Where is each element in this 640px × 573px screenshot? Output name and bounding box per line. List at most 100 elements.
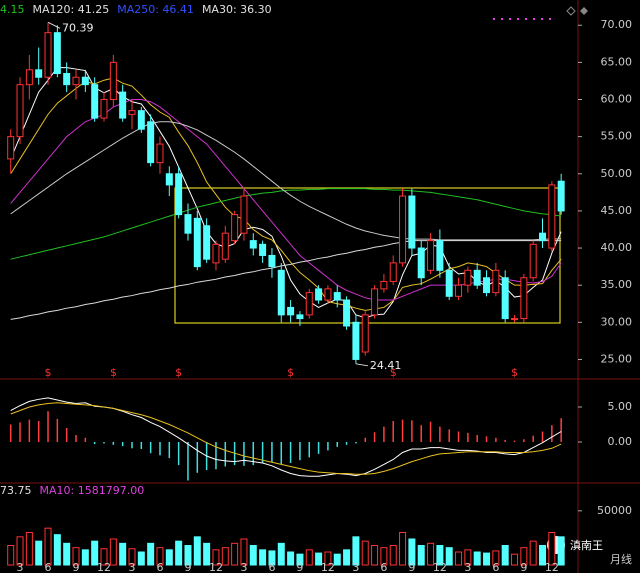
candle-body bbox=[16, 84, 24, 138]
y-tick-label: 50.00 bbox=[601, 167, 633, 180]
candle-body bbox=[249, 240, 257, 249]
candle-body bbox=[296, 314, 304, 320]
volume-bar bbox=[408, 538, 416, 566]
candle-body bbox=[221, 232, 229, 260]
y-tick-label: 50000 bbox=[597, 504, 632, 517]
legend-entry: MA120: 41.25 bbox=[33, 3, 110, 16]
volume-bar bbox=[100, 548, 108, 566]
candle-body bbox=[464, 269, 472, 286]
candle-body bbox=[231, 214, 239, 242]
candle-body bbox=[511, 318, 519, 321]
volume-bar bbox=[492, 550, 500, 566]
x-tick-label: 12 bbox=[209, 561, 223, 573]
candle-body bbox=[7, 136, 15, 160]
volume-bar bbox=[184, 545, 192, 566]
volume-bar bbox=[324, 551, 332, 566]
candle-body bbox=[315, 288, 323, 301]
x-tick-label: 6 bbox=[380, 561, 387, 573]
volume-bar bbox=[137, 551, 145, 566]
candle-body bbox=[193, 217, 201, 268]
x-tick-label: 9 bbox=[296, 561, 303, 573]
volume-bar bbox=[175, 540, 183, 566]
volume-bar bbox=[417, 545, 425, 566]
volume-bar bbox=[427, 542, 435, 566]
volume-bar bbox=[455, 551, 463, 566]
candle-body bbox=[72, 76, 80, 86]
ma-line bbox=[10, 121, 562, 241]
volume-bar bbox=[548, 532, 556, 566]
candle-body bbox=[35, 69, 43, 78]
x-tick-label: 3 bbox=[17, 561, 24, 573]
candle-body bbox=[380, 280, 388, 290]
candle-body bbox=[529, 243, 537, 279]
candle-body bbox=[259, 243, 267, 256]
candle-body bbox=[128, 110, 136, 115]
legend-entry: MA10: 1581797.00 bbox=[40, 484, 145, 497]
volume-bar bbox=[193, 536, 201, 566]
candle-body bbox=[473, 269, 481, 286]
candle-body bbox=[408, 195, 416, 249]
x-tick-label: 6 bbox=[492, 561, 499, 573]
volume-bar bbox=[44, 527, 52, 566]
volume-bar bbox=[352, 536, 360, 566]
candle-body bbox=[212, 243, 220, 264]
x-tick-label: 3 bbox=[240, 561, 247, 573]
volume-bar bbox=[483, 552, 491, 566]
volume-bar bbox=[25, 532, 33, 566]
candle-body bbox=[156, 143, 164, 164]
volume-bar bbox=[436, 545, 444, 566]
candle-body bbox=[548, 184, 556, 249]
x-tick-label: 12 bbox=[321, 561, 335, 573]
y-tick-label: 65.00 bbox=[601, 55, 633, 68]
candle-body bbox=[81, 76, 89, 86]
dividend-marker: $ bbox=[175, 366, 182, 379]
annotation: 70.39 bbox=[62, 21, 94, 34]
y-tick-label: 55.00 bbox=[601, 130, 633, 143]
watermark: 滇南王 bbox=[570, 538, 603, 552]
volume-bar bbox=[277, 542, 285, 566]
candle-body bbox=[240, 195, 248, 234]
volume-bar bbox=[333, 553, 341, 566]
y-tick-label: 45.00 bbox=[601, 204, 633, 217]
ma-line bbox=[10, 188, 562, 260]
volume-bar bbox=[511, 553, 519, 566]
toolbar-icon[interactable] bbox=[580, 7, 588, 15]
dividend-marker: $ bbox=[511, 366, 518, 379]
x-tick-label: 9 bbox=[408, 561, 415, 573]
candle-body bbox=[389, 262, 397, 282]
volume-bar bbox=[445, 547, 453, 566]
x-tick-label: 9 bbox=[73, 561, 80, 573]
candle-body bbox=[119, 91, 127, 119]
annotation-pointer bbox=[47, 21, 61, 29]
candle-body bbox=[371, 288, 379, 316]
candle-body bbox=[343, 299, 351, 327]
dividend-marker: $ bbox=[45, 366, 52, 379]
volume-bar bbox=[231, 542, 239, 566]
candle-body bbox=[165, 173, 173, 186]
candle-body bbox=[53, 32, 61, 75]
ma-line bbox=[10, 240, 562, 320]
x-tick-label: 9 bbox=[520, 561, 527, 573]
dividend-marker: $ bbox=[390, 366, 397, 379]
volume-bar bbox=[7, 545, 15, 566]
volume-bar bbox=[305, 549, 313, 566]
x-tick-label: 12 bbox=[433, 561, 447, 573]
toolbar-icon[interactable] bbox=[566, 6, 576, 16]
volume-bar bbox=[380, 547, 388, 566]
volume-bar bbox=[35, 540, 43, 566]
dividend-marker: $ bbox=[287, 366, 294, 379]
volume-bar bbox=[91, 540, 99, 566]
candle-body bbox=[147, 121, 155, 164]
candle-body bbox=[175, 173, 183, 216]
candle-body bbox=[109, 61, 117, 101]
y-tick-label: 30.00 bbox=[601, 315, 633, 328]
candle-body bbox=[539, 232, 547, 242]
ma-line bbox=[10, 402, 562, 475]
x-tick-label: 3 bbox=[128, 561, 135, 573]
volume-bar bbox=[399, 532, 407, 566]
y-tick-label: 0.00 bbox=[608, 435, 633, 448]
volume-bar bbox=[16, 536, 24, 566]
candle-body bbox=[417, 247, 425, 279]
